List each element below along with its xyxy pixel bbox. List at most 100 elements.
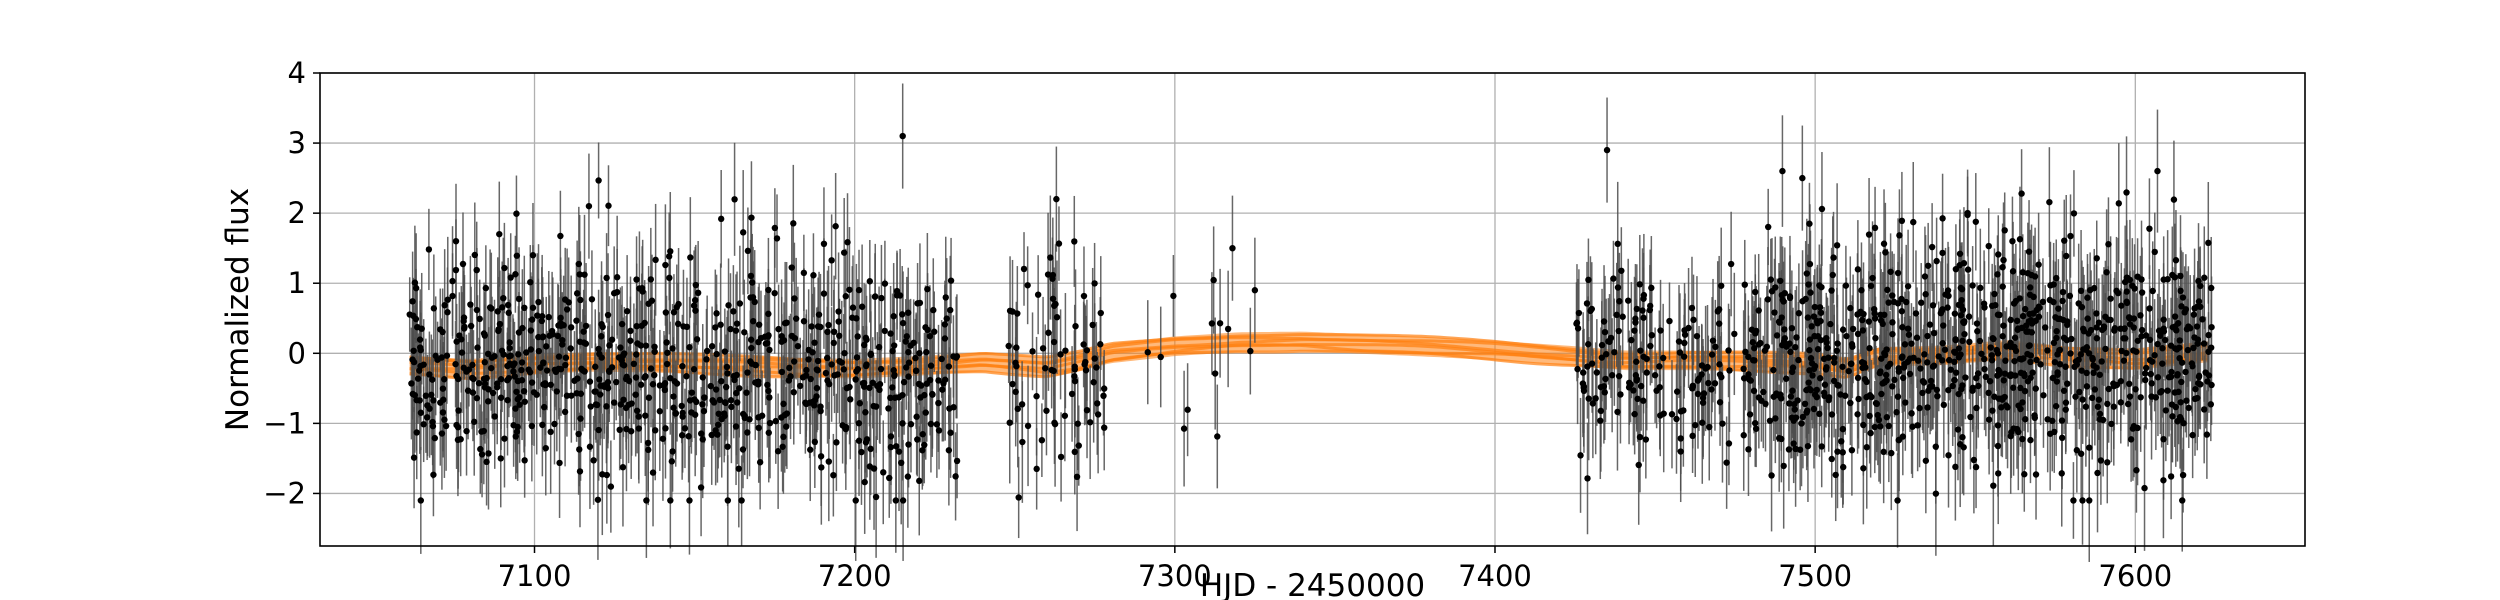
data-point — [765, 310, 772, 318]
y-tick-label: 3 — [288, 126, 306, 160]
data-point — [2032, 317, 2039, 325]
data-point — [2179, 497, 2186, 504]
data-point — [530, 389, 538, 396]
data-point — [2197, 303, 2204, 310]
data-point — [1012, 388, 1019, 396]
data-point — [1611, 348, 1618, 356]
data-point — [2079, 396, 2086, 403]
data-point — [730, 372, 738, 380]
data-point — [648, 297, 656, 304]
data-point — [605, 202, 612, 209]
data-point — [765, 286, 772, 294]
data-point — [557, 232, 564, 240]
data-point — [1740, 432, 1747, 439]
data-point — [2085, 330, 2092, 337]
data-point — [1601, 389, 1608, 396]
data-point — [746, 416, 753, 423]
data-point — [2195, 373, 2203, 381]
data-point — [452, 360, 459, 368]
data-point — [748, 214, 755, 221]
data-point — [846, 383, 853, 391]
data-point — [2098, 358, 2105, 365]
data-point — [2141, 370, 2149, 377]
data-point — [892, 497, 900, 504]
data-point — [724, 443, 731, 450]
data-point — [1745, 446, 1752, 453]
data-point — [2054, 371, 2061, 378]
data-point — [1820, 389, 1828, 397]
data-point — [907, 421, 915, 428]
data-point — [417, 409, 425, 416]
data-point — [610, 399, 618, 406]
data-point — [2000, 256, 2007, 264]
data-point — [679, 409, 686, 417]
data-point — [539, 333, 547, 340]
data-point — [1848, 446, 1856, 454]
data-point — [2095, 319, 2103, 326]
data-point — [1830, 254, 1837, 261]
data-point — [1958, 296, 1965, 304]
data-point — [2007, 316, 2014, 324]
data-point — [1689, 432, 1696, 440]
data-point — [2151, 352, 2158, 359]
data-point — [496, 320, 504, 328]
data-point — [596, 376, 603, 383]
data-point — [663, 339, 670, 346]
data-point — [642, 373, 649, 380]
data-point — [1653, 387, 1660, 394]
data-point — [860, 341, 868, 349]
data-point — [1750, 387, 1758, 395]
data-point — [1883, 414, 1891, 421]
data-point — [540, 381, 547, 388]
data-point — [1694, 390, 1702, 398]
data-point — [1783, 343, 1790, 350]
data-point — [1929, 302, 1937, 309]
data-point — [685, 433, 692, 440]
data-point — [587, 403, 594, 410]
data-point — [828, 361, 835, 368]
data-point — [846, 286, 853, 293]
data-point — [2160, 316, 2167, 323]
data-point — [2172, 323, 2179, 330]
data-point — [1610, 275, 1617, 282]
data-point — [2177, 272, 2184, 280]
data-point — [855, 286, 863, 294]
data-point — [1047, 254, 1054, 261]
data-point — [1082, 367, 1090, 374]
data-point — [1847, 304, 1854, 312]
data-point — [1818, 283, 1825, 291]
data-point — [471, 418, 478, 425]
data-point — [535, 298, 542, 306]
data-point — [519, 324, 526, 332]
data-point — [585, 202, 593, 210]
data-point — [1717, 282, 1725, 289]
data-point — [1607, 334, 1615, 342]
data-point — [2011, 344, 2018, 351]
data-point — [1877, 423, 1884, 430]
data-point — [2189, 431, 2196, 439]
data-point — [2127, 436, 2135, 443]
data-point — [473, 306, 481, 314]
data-point — [485, 386, 492, 393]
data-point — [2110, 403, 2117, 410]
data-point — [1954, 426, 1962, 433]
data-point — [774, 448, 782, 455]
data-point — [1922, 457, 1930, 464]
data-point — [444, 309, 451, 316]
data-point — [452, 237, 460, 245]
data-point — [1999, 333, 2006, 340]
data-point — [485, 450, 492, 457]
data-point — [416, 336, 424, 343]
data-point — [439, 328, 446, 336]
data-point — [1879, 320, 1886, 328]
data-point — [1966, 338, 1973, 346]
data-point — [1986, 377, 1994, 385]
data-point — [1006, 419, 1013, 426]
data-point — [1708, 351, 1716, 358]
data-point — [453, 372, 460, 380]
data-point — [1635, 461, 1642, 469]
data-point — [681, 425, 689, 432]
data-point — [1597, 407, 1605, 415]
data-point — [880, 469, 887, 476]
data-point — [832, 223, 839, 230]
